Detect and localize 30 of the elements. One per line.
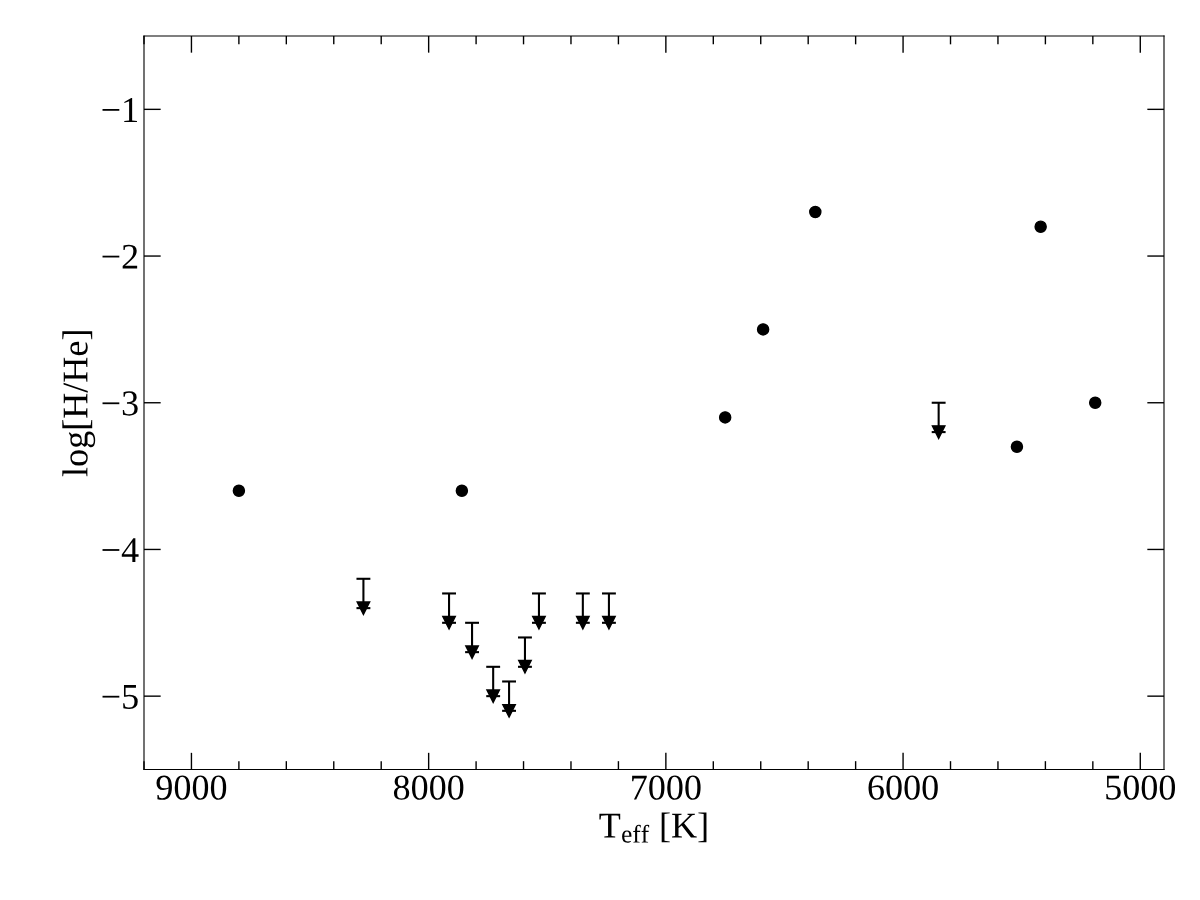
x-tick-label: 5000 [1106, 775, 1176, 800]
point [356, 601, 371, 616]
point [502, 703, 517, 718]
point [601, 615, 616, 630]
x-axis-title: T$_{eff}$ [K] [599, 812, 707, 843]
point [232, 484, 246, 498]
y-tick-label: −4 [102, 538, 139, 562]
x-tick-label: 7000 [632, 775, 701, 800]
point [465, 645, 480, 660]
y-tick-label: −2 [102, 244, 138, 269]
point [809, 205, 822, 219]
point [532, 615, 546, 630]
point [756, 323, 770, 336]
x-tick-label: 6000 [868, 775, 938, 800]
point [575, 615, 590, 630]
x-tick-label: 9000 [156, 775, 227, 800]
point [442, 615, 456, 630]
point [518, 659, 532, 674]
y-tick-label: −1 [102, 98, 137, 122]
point [1010, 440, 1024, 454]
point [455, 484, 469, 498]
point [1088, 396, 1102, 410]
point [931, 425, 946, 440]
point [486, 689, 501, 704]
y-tick-label: −5 [102, 685, 138, 710]
y-tick-label: −3 [102, 391, 138, 416]
point [1034, 220, 1047, 233]
x-tick-label: 8000 [393, 775, 464, 800]
y-axis-title: log[H/He] [62, 331, 96, 477]
point [718, 411, 732, 424]
